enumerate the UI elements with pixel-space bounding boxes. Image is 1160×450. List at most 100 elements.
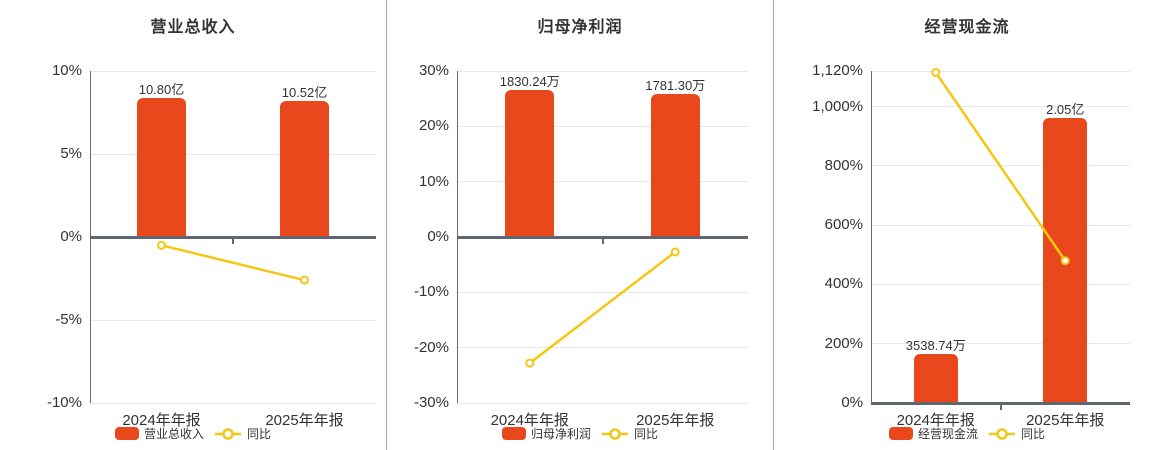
legend-bar-swatch — [501, 427, 526, 440]
chart-panel-net-profit: 归母净利润 1830.24万 2024年年报 1781.30万 2025年年报 30% 20… — [386, 0, 773, 450]
line-marker[interactable] — [670, 247, 680, 257]
legend: 营业总收入 同比 — [0, 425, 386, 442]
x-axis-mid-tick — [601, 238, 604, 244]
gridline — [90, 319, 376, 321]
y-tick-label: -30% — [413, 394, 449, 411]
y-tick-label: 20% — [418, 117, 449, 135]
y-tick-label: 0% — [427, 228, 449, 245]
legend-item-bar-series[interactable]: 归母净利润 — [501, 425, 591, 442]
x-category-label: 2025年年报 — [265, 412, 344, 429]
x-category-label: 2025年年报 — [1026, 412, 1105, 429]
chart-panel-revenue: 营业总收入 10.80亿 2024年年报 10.52亿 2025年年报 10% 5% 0% -5… — [0, 0, 386, 450]
line-marker[interactable] — [157, 240, 166, 250]
legend-line-circle — [996, 427, 1008, 440]
trend-line-layer — [157, 240, 309, 285]
legend-item-bar-series[interactable]: 营业总收入 — [114, 425, 204, 442]
gridline — [457, 347, 748, 349]
bar-value-label: 3538.74万 — [905, 337, 966, 353]
gridline — [871, 106, 1130, 108]
line-series-legend-icon — [602, 427, 628, 440]
chart-title: 归母净利润 — [537, 19, 623, 36]
y-tick-label: 200% — [824, 334, 863, 352]
trend-line-layer — [931, 67, 1070, 266]
x-category-label: 2024年年报 — [490, 412, 569, 429]
y-tick-label: -20% — [413, 338, 449, 356]
y-tick-label: -10% — [46, 394, 82, 411]
y-tick-label: 10% — [51, 62, 82, 79]
bar-value-label: 10.80亿 — [138, 81, 185, 97]
gridline — [871, 283, 1130, 285]
plot-area: 10.80亿 2024年年报 10.52亿 2025年年报 — [90, 70, 376, 429]
chart-bar[interactable] — [137, 97, 186, 237]
chart-bar[interactable] — [650, 94, 700, 237]
x-category-label: 2024年年报 — [896, 412, 975, 429]
y-tick-label: 1,120% — [812, 62, 863, 79]
legend-item-bar-series[interactable]: 经营现金流 — [888, 425, 978, 442]
chart-title: 经营现金流 — [924, 19, 1010, 36]
line-series-legend-icon — [215, 427, 241, 440]
line-marker[interactable] — [931, 67, 941, 77]
line-marker[interactable] — [300, 275, 309, 285]
y-tick-label: 5% — [60, 145, 82, 162]
bar-value-label: 1830.24万 — [499, 74, 560, 90]
chart-bar[interactable] — [913, 353, 958, 403]
y-tick-label: 0% — [60, 228, 82, 245]
legend-line-circle — [609, 427, 621, 440]
chart-bar[interactable] — [505, 90, 555, 237]
bar-value-label: 1781.30万 — [645, 78, 706, 94]
trend-line — [161, 244, 305, 282]
trend-line — [934, 71, 1067, 262]
legend-item-line-series[interactable]: 同比 — [214, 425, 271, 442]
gridline — [457, 70, 748, 72]
y-axis-line — [871, 71, 872, 403]
y-tick-label: -10% — [413, 283, 449, 301]
gridline — [457, 402, 748, 404]
gridline — [457, 181, 748, 183]
zero-baseline — [457, 235, 748, 239]
x-category-label: 2025年年报 — [636, 412, 715, 429]
legend-line-label: 同比 — [247, 427, 272, 441]
legend-bar-label: 归母净利润 — [530, 427, 591, 441]
line-series-legend-icon — [989, 427, 1015, 440]
legend-bar-label: 经营现金流 — [917, 427, 978, 441]
chart-bar[interactable] — [280, 101, 329, 237]
zero-baseline — [871, 401, 1130, 405]
legend-bar-swatch — [888, 427, 913, 440]
gridline — [871, 70, 1130, 72]
legend: 经营现金流 同比 — [774, 425, 1160, 442]
legend-item-line-series[interactable]: 同比 — [601, 425, 658, 442]
chart-panel-cash-flow: 经营现金流 3538.74万 2024年年报 2.05亿 2025年年报 1,120% 1,… — [773, 0, 1160, 450]
line-marker[interactable] — [1060, 256, 1070, 266]
bar-value-label: 2.05亿 — [1046, 101, 1085, 117]
legend-line-label: 同比 — [634, 427, 659, 441]
y-tick-label: 30% — [418, 62, 449, 79]
y-tick-label: 400% — [824, 275, 863, 293]
trend-line — [528, 250, 677, 365]
legend-line-label: 同比 — [1021, 427, 1046, 441]
gridline — [90, 153, 376, 155]
legend: 归母净利润 同比 — [387, 425, 773, 442]
y-tick-label: -5% — [55, 311, 82, 328]
chart-title: 营业总收入 — [150, 19, 236, 36]
y-tick-label: 1,000% — [812, 97, 863, 115]
gridline — [90, 402, 376, 404]
plot-area: 1830.24万 2024年年报 1781.30万 2025年年报 — [457, 70, 748, 429]
trend-line-layer — [525, 247, 680, 368]
legend-bar-swatch — [114, 427, 139, 440]
gridline — [871, 224, 1130, 226]
x-axis-mid-tick — [999, 404, 1002, 410]
bar-value-label: 10.52亿 — [281, 85, 328, 101]
gridline — [457, 125, 748, 127]
line-marker[interactable] — [525, 358, 535, 368]
x-axis-mid-tick — [232, 238, 234, 244]
x-category-label: 2024年年报 — [122, 412, 201, 429]
y-tick-label: 0% — [841, 394, 863, 411]
y-tick-label: 800% — [824, 156, 863, 174]
legend-item-line-series[interactable]: 同比 — [988, 425, 1045, 442]
legend-line-circle — [222, 427, 234, 440]
y-tick-label: 10% — [418, 172, 449, 190]
y-tick-label: 600% — [824, 216, 863, 234]
zero-baseline — [90, 235, 376, 239]
gridline — [871, 343, 1130, 345]
